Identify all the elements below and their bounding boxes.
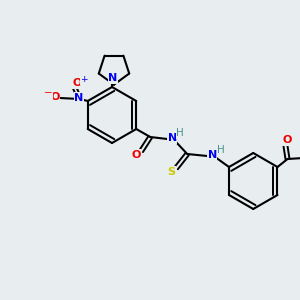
Text: N: N	[168, 133, 177, 143]
Text: O: O	[72, 78, 81, 88]
Text: −: −	[44, 88, 52, 98]
Text: O: O	[50, 92, 59, 102]
Text: O: O	[132, 150, 141, 160]
Text: N: N	[74, 93, 83, 103]
Text: O: O	[283, 135, 292, 145]
Text: H: H	[176, 128, 184, 138]
Text: H: H	[218, 145, 225, 155]
Text: +: +	[80, 76, 88, 85]
Text: N: N	[108, 73, 118, 83]
Text: N: N	[208, 150, 217, 160]
Text: S: S	[167, 167, 175, 177]
